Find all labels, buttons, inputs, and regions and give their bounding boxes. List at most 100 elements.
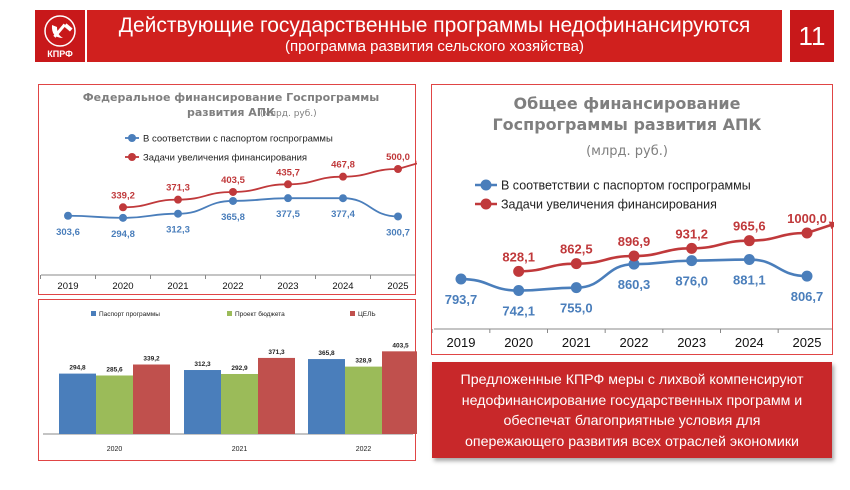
x-tick-label: 2024: [332, 281, 353, 292]
party-logo: КПРФ: [35, 10, 87, 62]
chart-title-unit: (млрд. руб.): [586, 144, 668, 159]
bar: [133, 364, 170, 434]
data-label: 371,3: [268, 349, 285, 356]
data-label: 806,7: [791, 289, 824, 304]
data-label: 881,1: [733, 273, 766, 288]
page-number: 11: [790, 10, 834, 62]
data-point: [174, 195, 182, 204]
chart-title: Федеральное финансирование Госпрограммы: [83, 91, 379, 104]
x-tick-label: 2025: [387, 281, 408, 292]
x-tick-label: 2023: [677, 335, 706, 350]
data-label: 828,1: [502, 249, 535, 264]
legend-swatch: [91, 311, 96, 316]
data-label: 294,8: [111, 229, 135, 240]
x-tick-label: 2023: [277, 281, 298, 292]
x-tick-label: 2019: [447, 335, 476, 350]
data-point: [570, 282, 582, 294]
chart-title-unit: (млрд. руб.): [260, 109, 317, 119]
data-label: 876,0: [675, 274, 708, 289]
hammer-sickle-icon: [44, 15, 76, 47]
legend-marker: [480, 198, 492, 210]
legend-marker: [480, 179, 492, 191]
data-label: 339,2: [111, 190, 135, 201]
x-tick-label: 2020: [112, 281, 133, 292]
chart-title: развития АПК: [187, 106, 275, 119]
data-point: [628, 250, 640, 262]
bar: [308, 359, 345, 434]
x-tick-label: 2020: [107, 446, 123, 453]
data-label: 303,6: [56, 227, 80, 238]
note-line: недофинансирование государственных прогр…: [461, 392, 803, 409]
chart-bar-panel: Паспорт программы Проект бюджета ЦЕЛЬ 294,8…: [38, 299, 417, 461]
series-line: [122, 162, 417, 209]
data-point: [64, 211, 72, 220]
x-tick-label: 2021: [232, 446, 248, 453]
data-point: [229, 187, 237, 196]
data-point: [686, 242, 698, 254]
conclusion-note: Предложенные КПРФ меры с лихвой компенси…: [432, 362, 832, 458]
data-point: [743, 235, 755, 247]
data-point: [339, 172, 347, 181]
legend-swatch: [350, 311, 355, 316]
bar: [59, 373, 96, 434]
bar: [345, 366, 382, 434]
bar: [258, 357, 295, 434]
data-label: 435,7: [276, 167, 300, 178]
data-point: [743, 254, 755, 266]
x-tick-label: 2022: [222, 281, 243, 292]
data-label: 862,5: [560, 242, 593, 257]
chart-bar: Паспорт программы Проект бюджета ЦЕЛЬ 294,8…: [43, 310, 417, 453]
data-point: [513, 285, 525, 297]
x-tick-label: 2022: [356, 446, 372, 453]
legend-marker: [128, 134, 136, 142]
data-point: [455, 273, 467, 285]
legend-label: В соответствии с паспортом госпрограммы: [501, 178, 751, 192]
data-label: 755,0: [560, 301, 593, 316]
bar: [96, 375, 133, 434]
legend-label: Задачи увеличения финансирования: [501, 197, 717, 211]
chart-total: Общее финансирование Госпрограммы развити…: [432, 94, 834, 350]
data-point: [801, 270, 813, 282]
note-line: Предложенные КПРФ меры с лихвой компенси…: [460, 372, 804, 388]
chart-federal-panel: Федеральное финансирование Госпрограммы р…: [38, 84, 417, 295]
page-title: Действующие государственные программы не…: [118, 14, 751, 37]
data-point: [284, 194, 292, 203]
data-label: 365,8: [221, 212, 245, 223]
legend-label: ЦЕЛЬ: [358, 311, 376, 318]
data-label: 312,3: [166, 225, 190, 236]
chart-total-panel: Общее финансирование Госпрограммы развити…: [431, 84, 834, 355]
data-point: [570, 258, 582, 270]
data-label: 931,2: [675, 226, 708, 241]
data-label: 793,7: [445, 292, 478, 307]
legend-label: Паспорт программы: [99, 311, 160, 318]
legend-marker: [128, 153, 136, 161]
data-label: 403,5: [392, 342, 409, 349]
data-label: 377,4: [331, 209, 355, 220]
x-tick-label: 2022: [620, 335, 649, 350]
data-label: 500,0: [386, 152, 410, 163]
data-label: 371,3: [166, 183, 190, 194]
x-tick-label: 2021: [562, 335, 591, 350]
bar: [382, 351, 417, 434]
legend-label: Проект бюджета: [235, 310, 285, 318]
data-label: 300,7: [386, 227, 410, 238]
legend-swatch: [227, 311, 232, 316]
chart-title: Общее финансирование: [514, 94, 741, 113]
note-line: опережающего развития всех отраслей экон…: [465, 433, 799, 450]
logo-text: КПРФ: [47, 49, 73, 59]
data-label: 965,6: [733, 219, 766, 234]
x-tick-label: 2024: [735, 335, 764, 350]
series-arrow: [828, 221, 834, 230]
data-label: 294,8: [69, 365, 86, 372]
data-label: 403,5: [221, 175, 245, 186]
data-point: [628, 258, 640, 270]
data-point: [339, 194, 347, 203]
series-line: [518, 222, 834, 273]
data-label: 339,2: [143, 356, 160, 363]
data-label: 365,8: [318, 350, 335, 357]
data-point: [174, 209, 182, 218]
series-arrow: [416, 160, 417, 163]
legend-label: Задачи увеличения финансирования: [143, 152, 307, 163]
data-point: [394, 165, 402, 173]
data-label: 742,1: [502, 304, 535, 319]
